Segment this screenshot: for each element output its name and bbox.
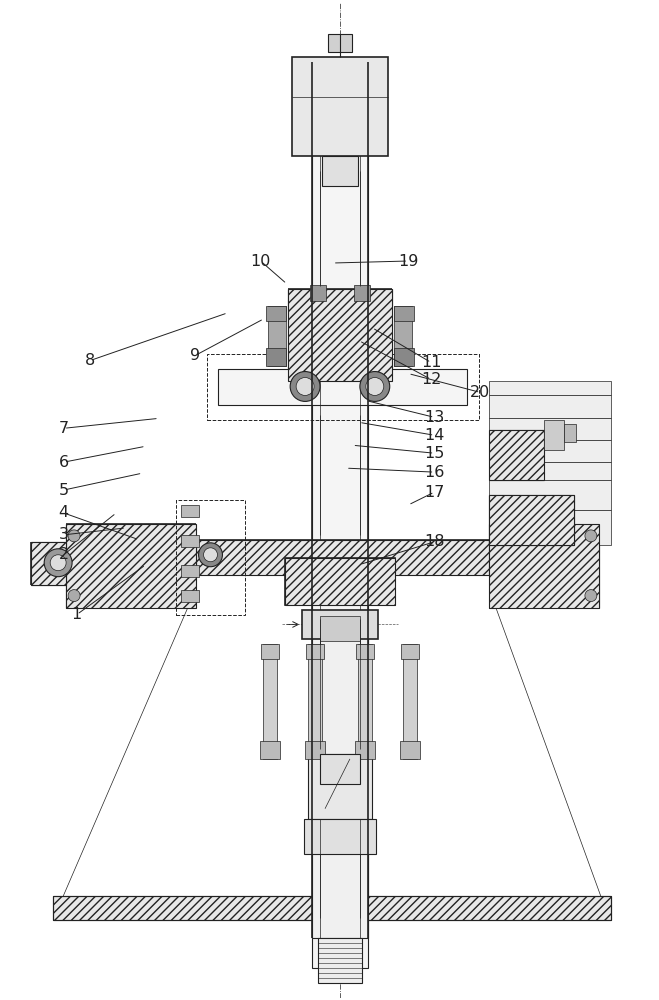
Bar <box>264 644 277 759</box>
Bar <box>66 524 196 608</box>
Text: 9: 9 <box>190 348 200 363</box>
Text: 6: 6 <box>59 455 69 470</box>
Bar <box>312 102 368 968</box>
Bar <box>260 741 280 759</box>
Bar <box>490 395 611 418</box>
Bar <box>564 424 576 442</box>
Bar <box>490 381 611 395</box>
Bar <box>490 430 544 480</box>
Bar <box>31 542 66 585</box>
Bar <box>400 741 420 759</box>
Circle shape <box>585 530 597 542</box>
Bar <box>318 938 362 983</box>
Text: 18: 18 <box>424 534 445 549</box>
Circle shape <box>585 590 597 602</box>
Text: 13: 13 <box>424 410 445 425</box>
Bar <box>490 462 611 480</box>
Bar <box>181 505 198 517</box>
Circle shape <box>366 378 384 395</box>
Bar <box>320 754 360 784</box>
Bar <box>401 644 418 659</box>
Bar <box>358 644 372 759</box>
Bar <box>176 500 245 615</box>
Bar <box>308 644 322 759</box>
Bar <box>490 495 574 545</box>
Bar <box>268 306 286 366</box>
Bar <box>490 510 611 545</box>
Text: 2: 2 <box>59 547 69 562</box>
Bar <box>181 590 198 602</box>
Bar <box>305 741 325 759</box>
Bar <box>285 558 395 605</box>
Circle shape <box>290 372 320 401</box>
Bar <box>266 348 286 366</box>
Circle shape <box>198 543 223 567</box>
Bar <box>312 619 368 938</box>
Text: 14: 14 <box>424 428 445 443</box>
Text: 10: 10 <box>250 254 271 269</box>
Bar <box>292 57 387 156</box>
Bar <box>285 558 395 605</box>
Bar <box>355 741 375 759</box>
Text: 19: 19 <box>398 254 418 269</box>
Text: 3: 3 <box>59 527 69 542</box>
Bar <box>196 540 490 575</box>
Bar <box>206 354 479 420</box>
Circle shape <box>360 372 389 401</box>
Bar <box>354 285 370 301</box>
Bar <box>320 616 360 641</box>
Bar <box>308 754 372 819</box>
Bar <box>181 535 198 547</box>
Bar <box>310 285 326 301</box>
Text: 5: 5 <box>59 483 69 498</box>
Circle shape <box>204 548 217 562</box>
Bar <box>490 480 611 510</box>
Bar <box>328 34 352 52</box>
Circle shape <box>50 555 66 571</box>
Bar <box>288 289 391 381</box>
Bar <box>490 524 599 608</box>
Text: 8: 8 <box>85 353 95 368</box>
Bar <box>356 644 374 659</box>
Bar <box>544 420 564 450</box>
Bar <box>490 495 574 545</box>
Text: 15: 15 <box>424 446 445 461</box>
Bar <box>490 418 611 440</box>
Text: 1: 1 <box>72 607 82 622</box>
Text: 7: 7 <box>59 421 69 436</box>
Bar <box>393 306 412 366</box>
Text: 17: 17 <box>424 485 445 500</box>
Text: 12: 12 <box>421 372 442 387</box>
Circle shape <box>68 590 80 602</box>
Bar <box>304 819 376 854</box>
Bar <box>490 440 611 462</box>
Text: 4: 4 <box>59 505 69 520</box>
Bar <box>322 156 358 186</box>
Bar <box>393 306 414 321</box>
Bar <box>181 565 198 577</box>
Text: 11: 11 <box>421 355 442 370</box>
Text: 20: 20 <box>471 385 490 400</box>
Bar <box>306 644 324 659</box>
Bar <box>266 306 286 321</box>
Bar <box>302 610 378 639</box>
Bar <box>393 348 414 366</box>
Bar <box>261 644 279 659</box>
Circle shape <box>44 549 72 577</box>
Circle shape <box>68 530 80 542</box>
Bar <box>53 896 611 920</box>
Circle shape <box>296 378 314 395</box>
Text: 16: 16 <box>424 465 445 480</box>
Bar <box>403 644 416 759</box>
Bar <box>219 369 467 405</box>
